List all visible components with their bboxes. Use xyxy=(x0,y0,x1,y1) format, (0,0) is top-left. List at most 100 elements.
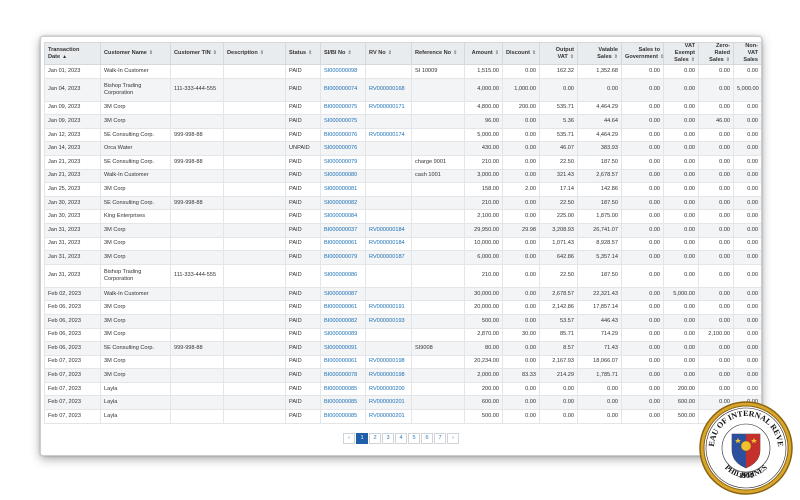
column-header[interactable]: Vatable Sales ⇕ xyxy=(577,42,622,65)
table-row[interactable]: Feb 07, 2023 Layla PAID BI000000085 RV000000… xyxy=(44,409,761,424)
invoice-link[interactable]: BI000000085 xyxy=(324,385,358,392)
column-header[interactable]: Output VAT ⇕ xyxy=(539,42,578,65)
column-header[interactable]: Transaction Date ▲ xyxy=(44,42,101,65)
table-row[interactable]: Jan 31, 2023 3M Corp PAID BI000000079 RV0000… xyxy=(44,250,761,265)
table-row[interactable]: Feb 06, 2023 3M Corp PAID BI000000082 RV0000… xyxy=(44,313,761,329)
table-row[interactable]: Jan 14, 2023 Orca Water UNPAID SI000000076 4… xyxy=(44,141,761,156)
invoice-link[interactable]: BI000000079 xyxy=(324,253,358,260)
table-row[interactable]: Feb 07, 2023 Layla PAID BI000000085 RV000000… xyxy=(44,381,761,397)
pagination-prev-button[interactable]: ‹ xyxy=(343,433,355,444)
sort-icon[interactable]: ⇕ xyxy=(725,57,730,63)
invoice-link[interactable]: BI000000061 xyxy=(324,358,358,365)
page-button[interactable]: 7 xyxy=(434,433,446,444)
column-header[interactable]: Status ⇕ xyxy=(285,42,321,65)
invoice-link[interactable]: BI000000061 xyxy=(324,240,358,247)
invoice-link[interactable]: BI000000074 xyxy=(324,86,358,93)
invoice-link[interactable]: SI000000089 xyxy=(324,331,358,338)
table-row[interactable]: Jan 04, 2023 Bishop Trading Corporation 11… xyxy=(44,77,761,102)
invoice-link[interactable]: SI000000087 xyxy=(324,290,358,297)
receipt-voucher-link[interactable]: RV000000191 xyxy=(369,304,405,311)
receipt-voucher-link[interactable]: RV000000200 xyxy=(369,385,405,392)
table-row[interactable]: Jan 21, 2023 Walk-In Customer PAID SI000000… xyxy=(44,168,761,184)
column-header[interactable]: Zero-Rated Sales ⇕ xyxy=(698,42,734,65)
page-button[interactable]: 2 xyxy=(369,433,381,444)
page-button[interactable]: 6 xyxy=(421,433,433,444)
table-row[interactable]: Feb 06, 2023 3M Corp PAID SI000000089 2,870.… xyxy=(44,327,761,343)
column-header[interactable]: Discount ⇕ xyxy=(502,42,540,65)
sort-icon[interactable]: ⇕ xyxy=(259,50,264,56)
invoice-link[interactable]: BI000000085 xyxy=(324,399,358,406)
table-row[interactable]: Jan 12, 2023 5E Consulting Corp. 999-998-8… xyxy=(44,127,761,143)
receipt-voucher-link[interactable]: RV000000184 xyxy=(369,226,405,233)
sort-icon[interactable]: ⇕ xyxy=(308,50,313,56)
sort-icon[interactable]: ⇕ xyxy=(148,50,154,56)
table-row[interactable]: Jan 31, 2023 3M Corp PAID BI000000061 RV0000… xyxy=(44,236,761,252)
sort-ascending-icon[interactable]: ▲ xyxy=(62,53,68,60)
table-row[interactable]: Jan 30, 2023 5E Consulting Corp. 999-998-8… xyxy=(44,195,761,211)
receipt-voucher-link[interactable]: RV000000201 xyxy=(369,399,405,406)
page-button[interactable]: 5 xyxy=(408,433,420,444)
receipt-voucher-link[interactable]: RV000000174 xyxy=(369,131,405,138)
table-row[interactable]: Jan 09, 2023 3M Corp PAID BI000000075 RV0000… xyxy=(44,100,761,116)
sort-icon[interactable]: ⇕ xyxy=(613,53,618,60)
table-row[interactable]: Jan 31, 2023 Bishop Trading Corporation 11… xyxy=(44,263,761,288)
column-header[interactable]: SI/BI No ⇕ xyxy=(320,42,366,65)
sort-icon[interactable]: ⇕ xyxy=(494,50,499,56)
column-header[interactable]: Description ⇕ xyxy=(223,42,286,65)
sort-icon[interactable]: ⇕ xyxy=(453,50,458,56)
receipt-voucher-link[interactable]: RV000000187 xyxy=(369,253,405,260)
invoice-link[interactable]: SI000000098 xyxy=(324,67,358,74)
column-header[interactable]: Customer Name ⇕ xyxy=(100,42,171,65)
receipt-voucher-link[interactable]: RV000000201 xyxy=(369,412,405,419)
column-header[interactable]: RV No ⇕ xyxy=(365,42,412,65)
sort-icon[interactable]: ⇕ xyxy=(387,50,392,56)
sort-icon[interactable]: ⇕ xyxy=(659,53,665,60)
receipt-voucher-link[interactable]: RV000000198 xyxy=(369,372,405,379)
table-row[interactable]: Jan 25, 2023 3M Corp PAID SI000000081 158.00… xyxy=(44,182,761,197)
receipt-voucher-link[interactable]: RV000000171 xyxy=(369,104,405,111)
receipt-voucher-link[interactable]: RV000000198 xyxy=(369,358,405,365)
invoice-link[interactable]: SI000000082 xyxy=(324,199,358,206)
column-header[interactable]: Non-VAT Sales xyxy=(733,42,761,65)
invoice-link[interactable]: SI000000079 xyxy=(324,158,358,165)
invoice-link[interactable]: SI000000084 xyxy=(324,213,358,220)
invoice-link[interactable]: SI000000081 xyxy=(324,185,358,192)
table-row[interactable]: Feb 07, 2023 3M Corp PAID BI000000078 RV0000… xyxy=(44,368,761,383)
sort-icon[interactable]: ⇕ xyxy=(569,53,574,60)
receipt-voucher-link[interactable]: RV000000193 xyxy=(369,317,405,324)
invoice-link[interactable]: BI000000037 xyxy=(324,226,358,233)
column-header[interactable]: VAT Exempt Sales ⇕ xyxy=(663,42,699,65)
table-row[interactable]: Jan 09, 2023 3M Corp PAID SI000000075 96.00 0… xyxy=(44,114,761,129)
table-row[interactable]: Jan 30, 2023 King Enterprises PAID SI000000… xyxy=(44,209,761,224)
sort-icon[interactable]: ⇕ xyxy=(212,50,217,56)
table-row[interactable]: Feb 06, 2023 3M Corp PAID BI000000061 RV0000… xyxy=(44,300,761,315)
table-row[interactable]: Feb 07, 2023 Layla PAID BI000000085 RV000000… xyxy=(44,395,761,411)
page-button[interactable]: 1 xyxy=(356,433,368,444)
page-button[interactable]: 4 xyxy=(395,433,407,444)
receipt-voucher-link[interactable]: RV000000168 xyxy=(369,86,405,93)
receipt-voucher-link[interactable]: RV000000184 xyxy=(369,240,405,247)
table-row[interactable]: Jan 21, 2023 5E Consulting Corp. 999-998-8… xyxy=(44,154,761,170)
invoice-link[interactable]: BI000000076 xyxy=(324,131,358,138)
page-button[interactable]: 3 xyxy=(382,433,394,444)
invoice-link[interactable]: BI000000061 xyxy=(324,304,358,311)
table-row[interactable]: Feb 02, 2023 Walk-In Customer PAID SI000000… xyxy=(44,286,761,302)
invoice-link[interactable]: SI000000086 xyxy=(324,272,358,279)
invoice-link[interactable]: BI000000082 xyxy=(324,317,358,324)
invoice-link[interactable]: SI000000080 xyxy=(324,172,358,179)
column-header[interactable]: Customer TIN ⇕ xyxy=(170,42,224,65)
column-header[interactable]: Reference No ⇕ xyxy=(411,42,465,65)
column-header[interactable]: Sales to Government ⇕ xyxy=(621,42,665,65)
pagination-next-button[interactable]: › xyxy=(447,433,459,444)
sort-icon[interactable]: ⇕ xyxy=(531,50,537,56)
table-row[interactable]: Jan 01, 2023 Walk-In Customer PAID SI000000… xyxy=(44,64,761,79)
table-row[interactable]: Feb 06, 2023 5E Consulting Corp. 999-998-8… xyxy=(44,341,761,356)
table-row[interactable]: Feb 07, 2023 3M Corp PAID BI000000061 RV0000… xyxy=(44,354,761,370)
column-header[interactable]: Amount ⇕ xyxy=(464,42,503,65)
invoice-link[interactable]: BI000000075 xyxy=(324,104,358,111)
table-row[interactable]: Jan 31, 2023 3M Corp PAID BI000000037 RV0000… xyxy=(44,222,761,238)
invoice-link[interactable]: BI000000078 xyxy=(324,372,358,379)
invoice-link[interactable]: SI000000076 xyxy=(324,145,358,152)
invoice-link[interactable]: SI000000075 xyxy=(324,117,358,124)
sort-icon[interactable]: ⇕ xyxy=(690,57,695,63)
